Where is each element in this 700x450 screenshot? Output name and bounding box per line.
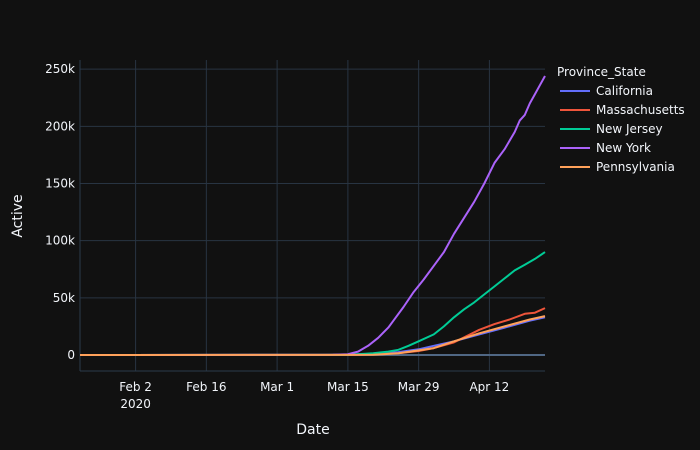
y-tick-label: 250k [45,62,75,76]
y-tick-label: 200k [45,119,75,133]
x-axis-ticks: Feb 2 2020 Feb 16 Mar 1 Mar 15 Mar 29 Apr 12 [119,380,509,411]
x-tick-year-label: 2020 [120,397,151,411]
legend-item-pennsylvania[interactable]: Pennsylvania [596,160,675,174]
legend-item-california[interactable]: California [596,84,653,98]
series-layer [79,75,546,356]
legend-item-new-jersey[interactable]: New Jersey [596,122,663,136]
x-tick-label: Mar 1 [260,380,294,394]
series-line-new-york [79,75,546,356]
y-tick-label: 100k [45,234,75,248]
y-tick-label: 50k [53,291,75,305]
y-tick-label: 150k [45,176,75,190]
x-tick-label: Feb 16 [186,380,226,394]
plot-background [80,60,545,371]
legend-item-new-york[interactable]: New York [596,141,651,155]
y-axis-ticks: 0 50k 100k 150k 200k 250k [45,62,75,362]
series-line-new-jersey [79,251,546,356]
x-tick-label: Apr 12 [469,380,509,394]
y-axis-title: Active [10,194,26,237]
legend-title: Province_State [557,65,646,79]
x-tick-label: Mar 29 [398,380,440,394]
x-axis-title: Date [296,422,329,438]
y-tick-label: 0 [67,348,75,362]
legend: Province_State California Massachusetts Ne… [557,65,685,174]
x-tick-label: Mar 15 [327,380,369,394]
legend-item-massachusetts[interactable]: Massachusetts [596,103,685,117]
x-tick-label: Feb 2 [119,380,152,394]
series-line-pennsylvania [79,315,546,356]
